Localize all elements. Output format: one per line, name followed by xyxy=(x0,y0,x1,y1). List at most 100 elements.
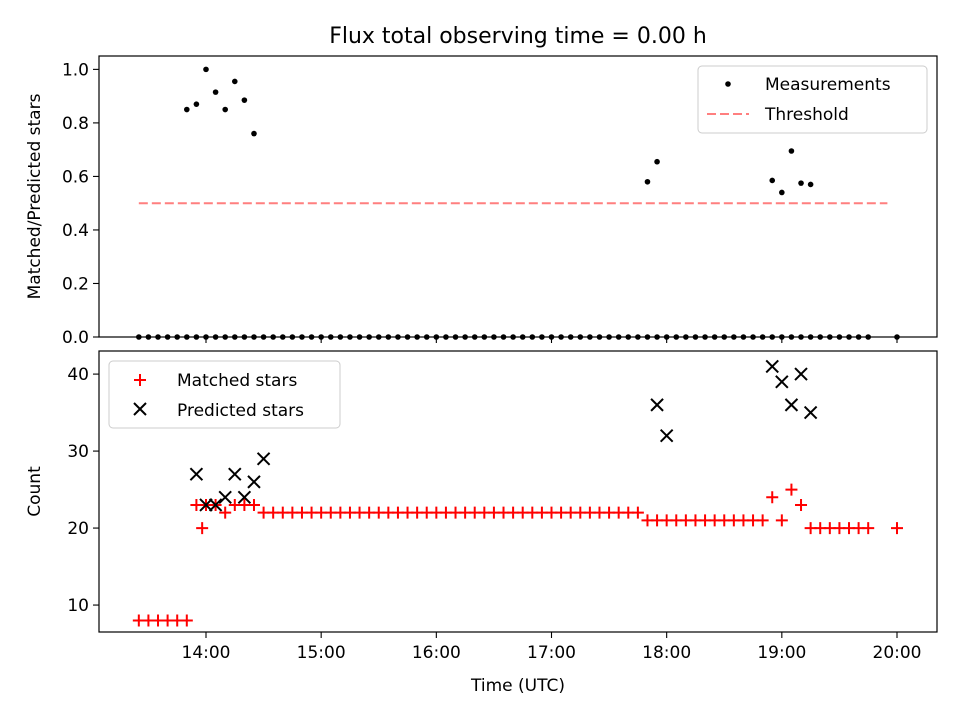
measurement-point xyxy=(673,334,680,340)
legend-marker-matched xyxy=(134,374,146,386)
matched-point xyxy=(219,506,232,519)
measurement-point xyxy=(798,334,804,340)
y-tick-label: 40 xyxy=(67,365,89,385)
measurement-point xyxy=(769,177,776,184)
measurement-point xyxy=(164,334,171,340)
measurement-point xyxy=(769,334,776,340)
measurement-point xyxy=(462,334,468,340)
measurement-point xyxy=(299,334,305,340)
measurement-point xyxy=(414,334,420,340)
measurement-point xyxy=(251,334,257,340)
measurement-point xyxy=(635,334,641,340)
measurement-point xyxy=(184,106,190,113)
measurement-point xyxy=(155,334,161,340)
legend-marker-measurements xyxy=(725,81,731,87)
measurement-point xyxy=(395,334,401,340)
measurement-point xyxy=(231,78,238,85)
measurement-point xyxy=(654,334,660,340)
measurement-point xyxy=(203,66,209,73)
measurement-point xyxy=(836,334,843,340)
measurement-point xyxy=(577,334,584,340)
x-axis-label: Time (UTC) xyxy=(470,676,565,696)
measurement-point xyxy=(894,334,900,340)
measurement-point xyxy=(510,334,516,340)
measurement-point xyxy=(136,334,142,340)
predicted-point xyxy=(784,398,799,412)
measurement-point xyxy=(750,334,756,340)
x-tick-label: 17:00 xyxy=(527,643,576,663)
measurement-point xyxy=(683,334,689,340)
matched-point xyxy=(196,522,209,535)
predicted-point xyxy=(659,428,674,443)
measurement-point xyxy=(779,189,785,196)
legend-marker-predicted xyxy=(133,402,147,416)
y-tick-label: 0.4 xyxy=(62,221,89,241)
measurement-point xyxy=(366,334,372,340)
measurement-point xyxy=(500,334,507,340)
measurement-point xyxy=(587,334,593,340)
measurement-point xyxy=(817,334,824,340)
measurement-point xyxy=(692,334,699,340)
measurement-point xyxy=(721,334,728,340)
measurement-point xyxy=(615,334,622,340)
measurement-point xyxy=(327,334,334,340)
x-tick-label: 20:00 xyxy=(873,643,922,663)
measurement-point xyxy=(779,334,785,340)
measurement-point xyxy=(788,148,795,154)
predicted-point xyxy=(247,475,261,489)
predicted-point xyxy=(775,375,789,389)
y-tick-label: 0.6 xyxy=(62,167,89,187)
legend-box xyxy=(697,65,928,134)
measurement-point xyxy=(567,334,574,340)
measurement-point xyxy=(433,334,440,340)
measurement-point xyxy=(308,334,315,340)
y-tick-label: 1.0 xyxy=(62,60,89,80)
matched-point xyxy=(756,514,769,527)
predicted-point xyxy=(189,467,204,481)
plot-frame-1 xyxy=(98,350,938,633)
matched-point xyxy=(766,491,779,504)
measurement-point xyxy=(846,334,852,340)
predicted-point xyxy=(199,498,213,512)
measurement-point xyxy=(529,334,536,340)
measurement-point xyxy=(270,334,276,340)
matched-point xyxy=(891,522,903,535)
measurement-point xyxy=(337,334,344,340)
y-axis-label: Matched/Predicted stars xyxy=(25,93,45,299)
measurement-point xyxy=(827,334,833,340)
measurement-point xyxy=(644,334,651,340)
y-tick-label: 20 xyxy=(67,519,89,539)
measurement-point xyxy=(212,89,219,95)
measurement-point xyxy=(289,334,296,340)
chart-title: Flux total observing time = 0.00 h xyxy=(329,24,707,49)
measurement-point xyxy=(145,334,152,340)
measurement-point xyxy=(443,334,449,340)
measurement-point xyxy=(606,334,612,340)
predicted-point xyxy=(237,490,252,504)
measurement-point xyxy=(452,334,459,340)
measurement-point xyxy=(231,334,238,340)
x-tick-label: 15:00 xyxy=(297,643,346,663)
measurement-point xyxy=(740,334,747,340)
predicted-point xyxy=(794,367,808,381)
measurement-point xyxy=(184,334,190,340)
measurement-point xyxy=(731,334,737,340)
measurement-point xyxy=(174,334,181,340)
matched-point xyxy=(775,514,788,527)
measurement-point xyxy=(222,334,228,340)
legend-label: Threshold xyxy=(764,105,849,125)
y-axis-label: Count xyxy=(25,466,45,517)
measurement-point xyxy=(347,334,353,340)
measurement-point xyxy=(711,334,718,340)
measurement-point xyxy=(241,97,248,103)
legend-label: Matched stars xyxy=(177,371,297,391)
measurement-point xyxy=(279,334,286,340)
predicted-point xyxy=(208,498,223,512)
legend-box xyxy=(108,360,341,429)
measurement-point xyxy=(471,334,478,340)
y-tick-label: 0.2 xyxy=(62,274,89,294)
measurement-point xyxy=(212,334,219,340)
matched-point xyxy=(247,498,260,511)
